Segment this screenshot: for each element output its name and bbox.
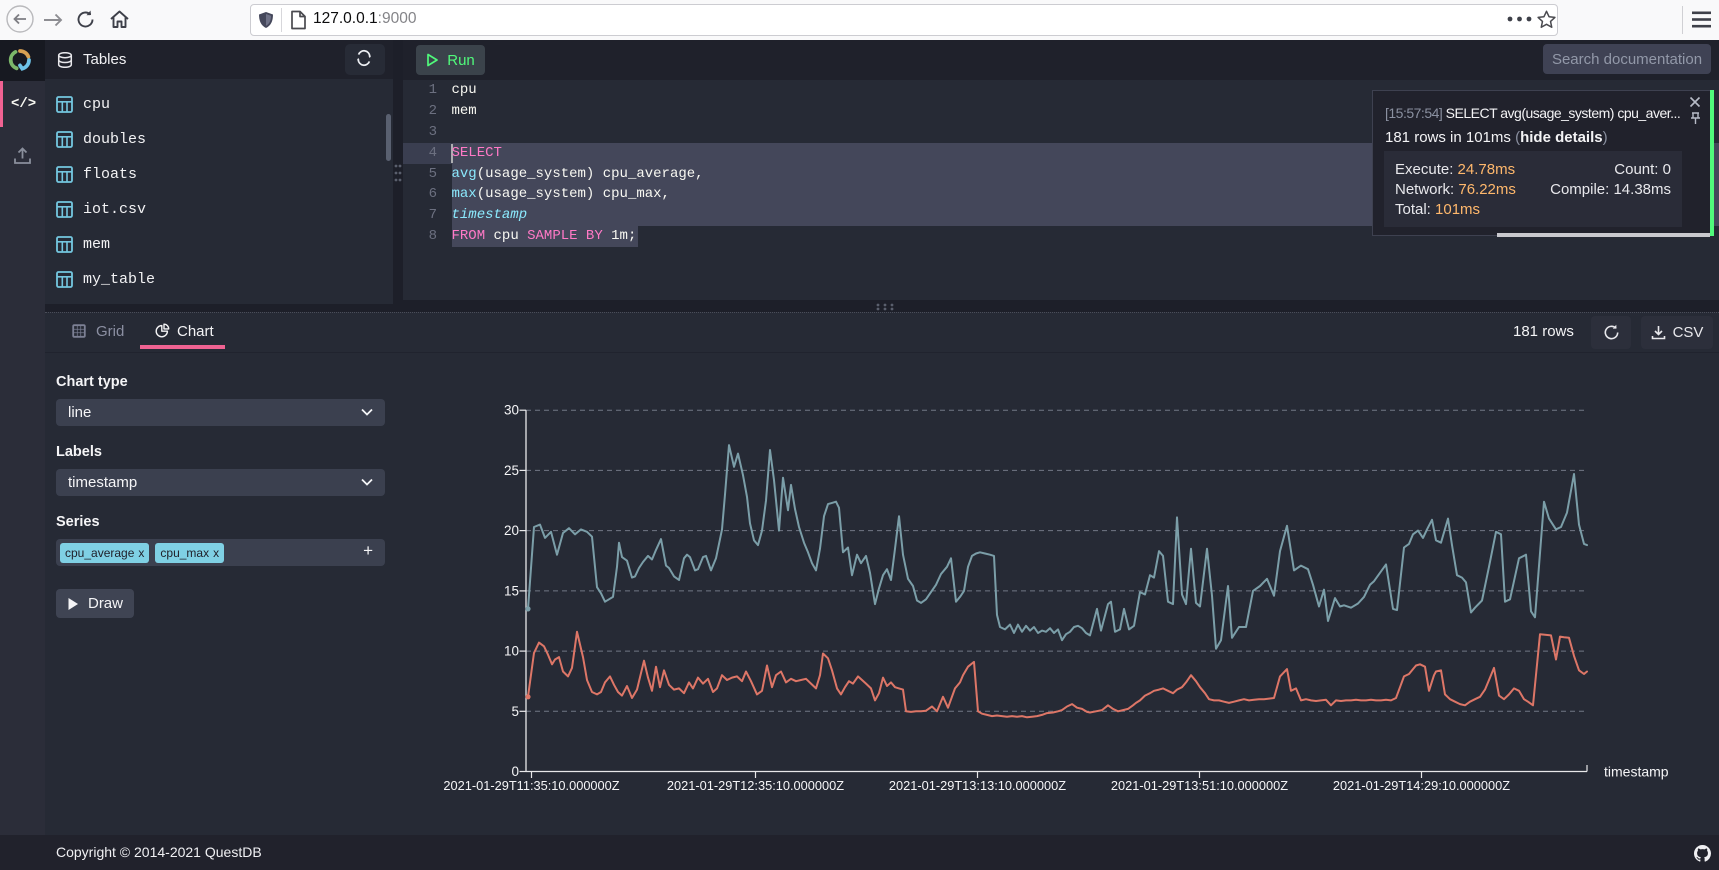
svg-text:5: 5 [511,704,519,719]
svg-text:2021-01-29T13:13:10.000000Z: 2021-01-29T13:13:10.000000Z [889,778,1066,793]
svg-text:20: 20 [504,523,519,538]
svg-text:2021-01-29T11:35:10.000000Z: 2021-01-29T11:35:10.000000Z [443,778,619,793]
svg-text:2021-01-29T12:35:10.000000Z: 2021-01-29T12:35:10.000000Z [667,778,844,793]
svg-text:timestamp: timestamp [1604,764,1669,780]
svg-text:10: 10 [504,644,519,659]
svg-text:15: 15 [504,583,519,598]
svg-text:30: 30 [504,403,519,418]
svg-text:25: 25 [504,463,519,478]
svg-text:2021-01-29T13:51:10.000000Z: 2021-01-29T13:51:10.000000Z [1111,778,1288,793]
svg-text:0: 0 [511,764,519,779]
svg-text:2021-01-29T14:29:10.000000Z: 2021-01-29T14:29:10.000000Z [1333,778,1510,793]
